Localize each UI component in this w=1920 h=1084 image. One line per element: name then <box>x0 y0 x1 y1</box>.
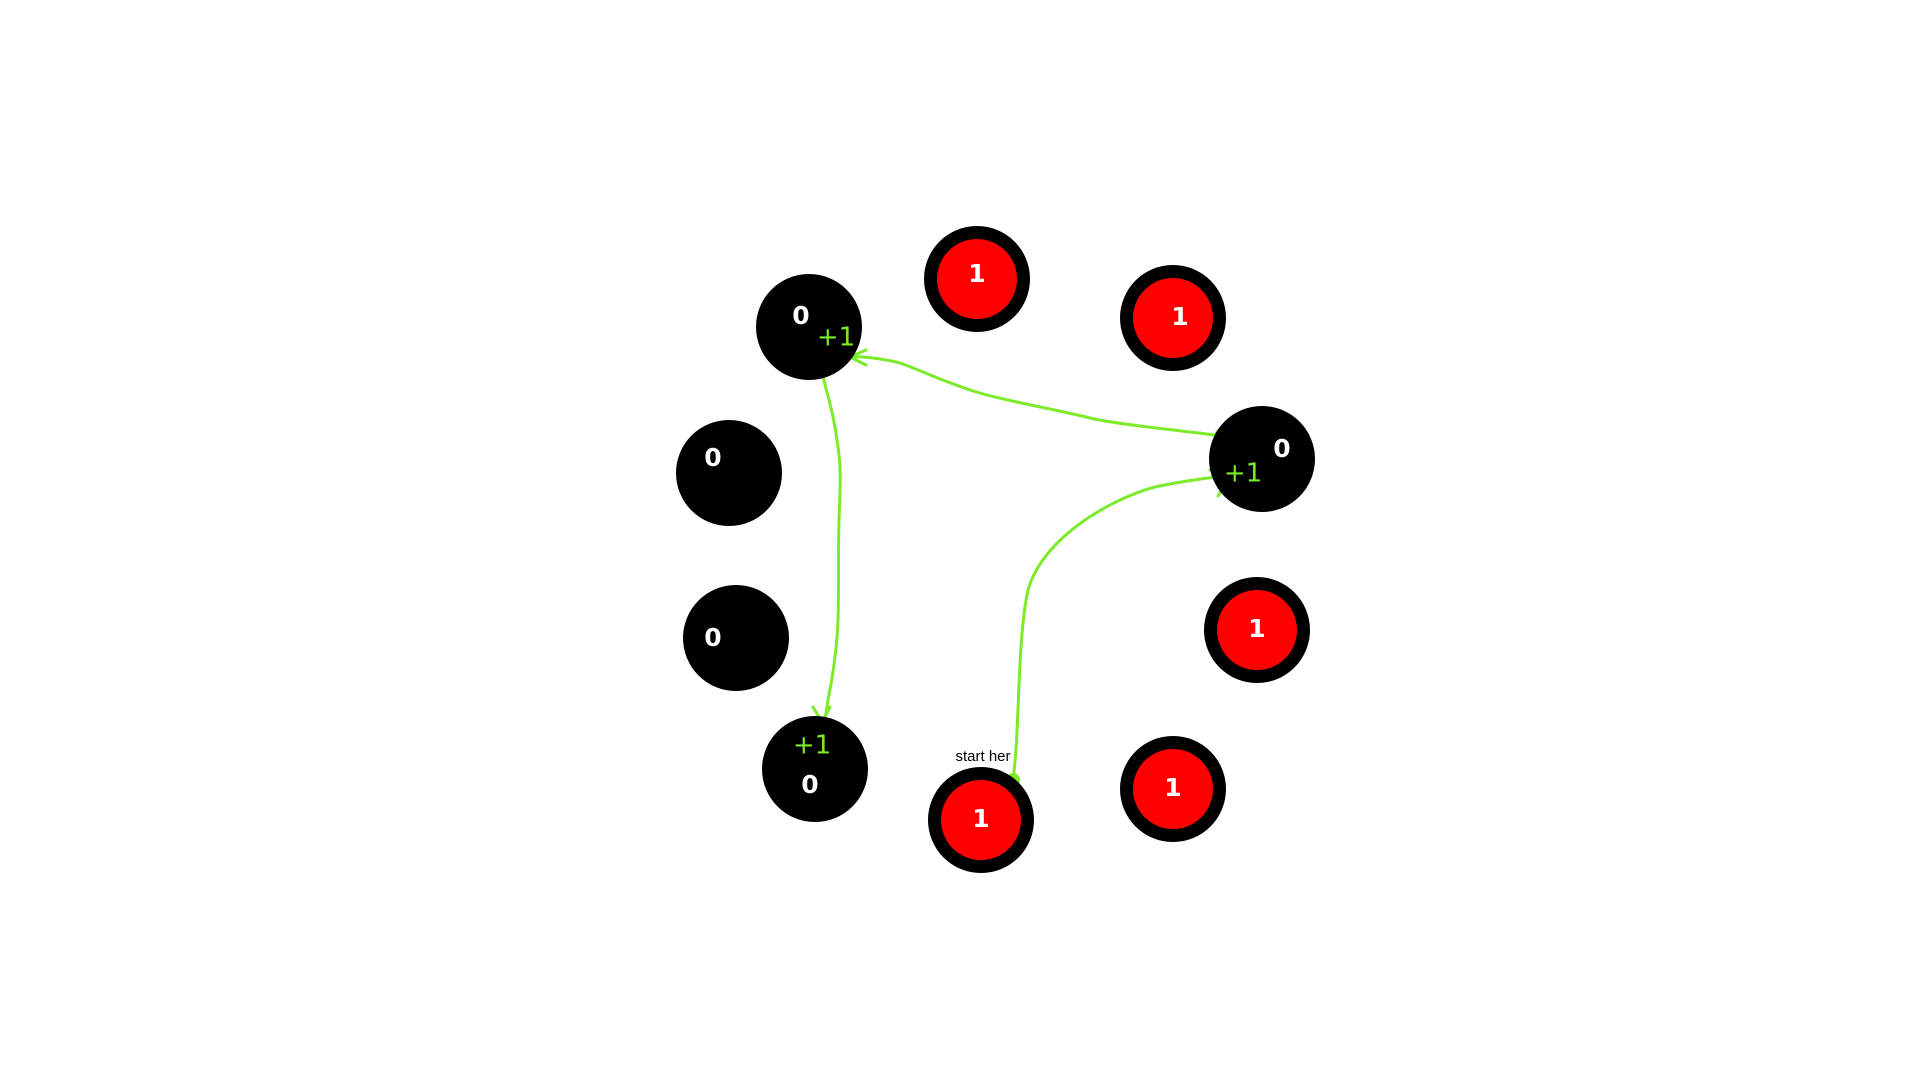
node-outer-ring <box>762 716 868 822</box>
node-active-fill <box>937 239 1017 319</box>
node-value: 1 <box>1171 302 1188 331</box>
node-value: 0 <box>801 770 818 799</box>
node-right[interactable]: 0 +1 <box>1209 406 1315 512</box>
node-value: 0 <box>704 623 721 652</box>
node-active-fill <box>1133 278 1213 358</box>
node-lower-left[interactable]: 0 <box>683 585 789 691</box>
node-top[interactable]: 1 <box>924 226 1030 332</box>
node-active-fill <box>1217 590 1297 670</box>
increment-label: +1 <box>793 731 831 761</box>
node-outer-ring <box>756 274 862 380</box>
increment-label: +1 <box>1224 459 1262 489</box>
increment-label: +1 <box>817 323 855 353</box>
arrow-top-left-node-to-bottom-left-node <box>819 366 842 722</box>
node-outer-ring <box>1209 406 1315 512</box>
node-outer-ring <box>683 585 789 691</box>
node-bottom-start[interactable]: 1 <box>928 767 1034 873</box>
node-value: 1 <box>972 804 989 833</box>
node-active-fill <box>1133 749 1213 829</box>
node-value: 0 <box>1273 434 1290 463</box>
arrow-start-to-right-node <box>1011 474 1224 782</box>
arrow-right-node-to-top-left-node <box>848 355 1223 438</box>
arrow-layer <box>811 348 1232 787</box>
node-outer-ring <box>676 420 782 526</box>
node-value: 0 <box>792 301 809 330</box>
node-value: 1 <box>1248 614 1265 643</box>
node-bottom-left[interactable]: 0 +1 <box>762 716 868 822</box>
node-layer: 1 1 0 +1 1 1 <box>676 226 1315 873</box>
node-active-fill <box>941 780 1021 860</box>
node-left[interactable]: 0 <box>676 420 782 526</box>
node-value: 1 <box>968 259 985 288</box>
node-top-right[interactable]: 1 <box>1120 265 1226 371</box>
node-top-left[interactable]: 0 +1 <box>756 274 862 380</box>
start-label: start her <box>955 748 1010 765</box>
node-value: 1 <box>1164 773 1181 802</box>
node-bottom-right[interactable]: 1 <box>1120 736 1226 842</box>
node-lower-right[interactable]: 1 <box>1204 577 1310 683</box>
node-value: 0 <box>704 443 721 472</box>
